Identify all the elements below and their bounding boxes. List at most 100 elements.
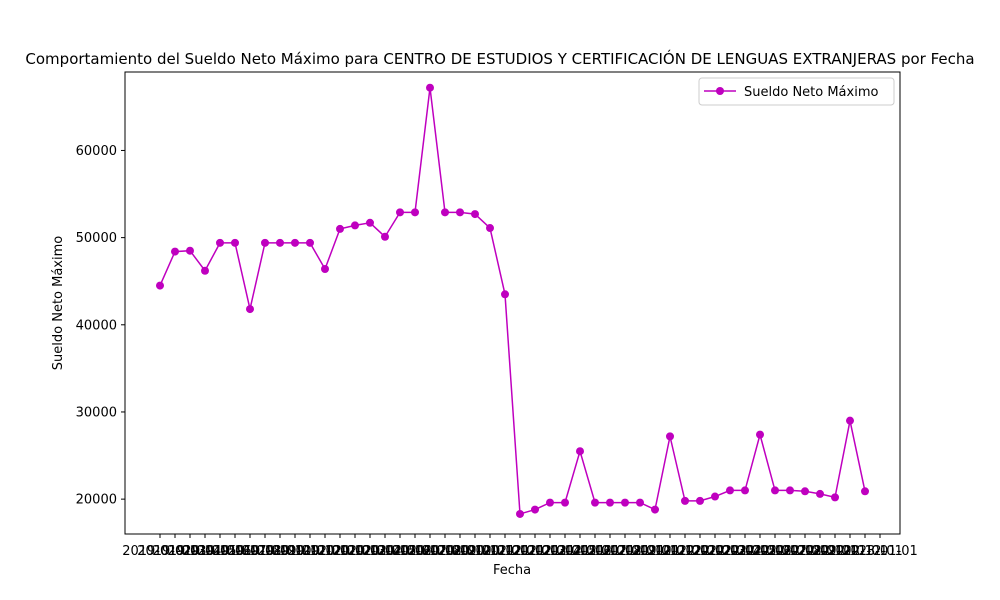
x-tick-label: 2023-01-01 bbox=[842, 544, 918, 559]
data-point bbox=[426, 83, 434, 92]
x-tick-label: 2022-03-01 bbox=[692, 544, 768, 559]
x-tick-label: 2020-08-01 bbox=[407, 544, 483, 559]
x-tick-label: 2022-09-01 bbox=[782, 544, 858, 559]
data-point bbox=[201, 266, 209, 275]
data-point bbox=[816, 489, 824, 498]
data-point bbox=[276, 238, 284, 247]
x-tick-label: 2019-07-01 bbox=[212, 544, 288, 559]
data-point bbox=[861, 487, 869, 496]
y-tick-label: 50000 bbox=[76, 231, 117, 246]
y-axis-label: Sueldo Neto Máximo bbox=[51, 236, 66, 370]
x-tick-label: 2021-04-01 bbox=[527, 544, 603, 559]
x-tick-label: 2019-03-01 bbox=[152, 544, 228, 559]
data-point bbox=[621, 498, 629, 507]
x-tick-label: 2022-02-01 bbox=[677, 544, 753, 559]
y-tick-label: 30000 bbox=[76, 405, 117, 420]
legend-box bbox=[698, 77, 895, 106]
x-tick-label: 2019-10-01 bbox=[257, 544, 333, 559]
data-point bbox=[516, 509, 524, 518]
x-tick-label: 2021-11-01 bbox=[632, 544, 708, 559]
legend-marker-swatch bbox=[716, 87, 724, 95]
data-point bbox=[831, 493, 839, 502]
data-point bbox=[156, 281, 164, 290]
data-point bbox=[711, 492, 719, 501]
x-tick-label: 2021-08-01 bbox=[587, 544, 663, 559]
x-tick-label: 2022-01-01 bbox=[662, 544, 738, 559]
legend: Sueldo Neto Máximo bbox=[698, 77, 895, 106]
series-layer bbox=[156, 83, 869, 518]
x-tick-label: 2019-05-01 bbox=[182, 544, 258, 559]
x-tick-label: 2021-10-01 bbox=[617, 544, 693, 559]
x-tick-label: 2019-09-01 bbox=[242, 544, 318, 559]
x-tick-label: 2022-04-01 bbox=[707, 544, 783, 559]
plot-area-frame bbox=[124, 71, 901, 535]
data-point bbox=[216, 238, 224, 247]
chart-title: Comportamiento del Sueldo Neto Máximo pa… bbox=[25, 49, 974, 68]
y-tick-label: 60000 bbox=[76, 144, 117, 159]
data-point bbox=[786, 486, 794, 495]
x-tick-label: 2019-11-01 bbox=[272, 544, 348, 559]
data-point bbox=[471, 210, 479, 219]
data-point bbox=[381, 232, 389, 241]
x-tick-label: 2020-02-01 bbox=[317, 544, 393, 559]
x-tick-label: 2021-09-01 bbox=[602, 544, 678, 559]
data-point bbox=[351, 221, 359, 230]
x-tick-label: 2020-11-01 bbox=[452, 544, 528, 559]
data-point bbox=[681, 496, 689, 505]
data-point bbox=[171, 247, 179, 256]
x-tick-label: 2022-12-01 bbox=[827, 544, 903, 559]
data-point bbox=[486, 224, 494, 233]
x-tick-label: 2020-07-01 bbox=[392, 544, 468, 559]
x-tick-label: 2019-08-01 bbox=[227, 544, 303, 559]
data-point bbox=[531, 505, 539, 514]
x-tick-label: 2019-06-01 bbox=[197, 544, 273, 559]
data-point bbox=[756, 430, 764, 439]
x-axis-label: Fecha bbox=[493, 563, 531, 578]
data-point bbox=[666, 432, 674, 441]
data-point bbox=[321, 265, 329, 274]
x-tick-label: 2020-06-01 bbox=[377, 544, 453, 559]
data-point bbox=[456, 208, 464, 217]
x-tick-label: 2020-09-01 bbox=[422, 544, 498, 559]
x-tick-label: 2019-02-01 bbox=[137, 544, 213, 559]
data-point bbox=[846, 416, 854, 425]
x-tick-label: 2021-07-01 bbox=[572, 544, 648, 559]
series-line bbox=[159, 87, 866, 515]
data-point bbox=[636, 498, 644, 507]
x-tick-label: 2019-12-01 bbox=[287, 544, 363, 559]
x-tick-label: 2021-03-01 bbox=[512, 544, 588, 559]
x-tick-label: 2021-12-01 bbox=[647, 544, 723, 559]
x-tick-label: 2021-06-01 bbox=[557, 544, 633, 559]
x-tick-label: 2020-01-01 bbox=[302, 544, 378, 559]
x-tick-label: 2022-11-01 bbox=[812, 544, 888, 559]
x-tick-label: 2020-04-01 bbox=[347, 544, 423, 559]
x-tick-label: 2020-03-01 bbox=[332, 544, 408, 559]
data-point bbox=[336, 224, 344, 233]
data-point bbox=[606, 498, 614, 507]
data-point bbox=[561, 498, 569, 507]
data-point bbox=[186, 246, 194, 255]
legend-label: Sueldo Neto Máximo bbox=[744, 85, 878, 100]
data-point bbox=[546, 498, 554, 507]
data-point bbox=[771, 486, 779, 495]
x-tick-label: 2020-12-01 bbox=[467, 544, 543, 559]
data-point bbox=[501, 290, 509, 299]
data-point bbox=[576, 447, 584, 456]
x-tick-label: 2019-04-01 bbox=[167, 544, 243, 559]
x-tick-label: 2022-10-01 bbox=[797, 544, 873, 559]
data-point bbox=[411, 208, 419, 217]
y-tick-label: 20000 bbox=[76, 493, 117, 508]
x-axis: 2019-01-012019-02-012019-03-012019-04-01… bbox=[122, 534, 918, 559]
data-point bbox=[801, 487, 809, 496]
data-point bbox=[291, 238, 299, 247]
data-point bbox=[741, 486, 749, 495]
y-tick-label: 40000 bbox=[76, 318, 117, 333]
data-point bbox=[306, 238, 314, 247]
x-tick-label: 2022-05-01 bbox=[722, 544, 798, 559]
data-point bbox=[396, 208, 404, 217]
data-point bbox=[651, 505, 659, 514]
x-tick-label: 2020-05-01 bbox=[362, 544, 438, 559]
x-tick-label: 2019-01-01 bbox=[122, 544, 198, 559]
y-axis: 20000 30000 40000 50000 60000 bbox=[76, 144, 125, 508]
